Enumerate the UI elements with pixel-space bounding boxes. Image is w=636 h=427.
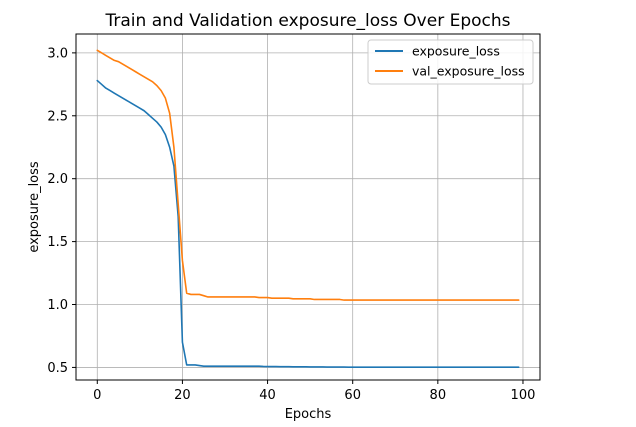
y-axis-label: exposure_loss (27, 161, 42, 253)
x-tick-label: 100 (511, 388, 536, 403)
legend-label-exposure-loss: exposure_loss (412, 44, 500, 59)
x-tick-label: 20 (174, 388, 191, 403)
legend: exposure_loss val_exposure_loss (367, 39, 534, 85)
series-line-val-exposure-loss (96, 49, 520, 301)
legend-label-val-exposure-loss: val_exposure_loss (412, 64, 525, 79)
x-tick-label: 60 (344, 388, 361, 403)
axis-ticks: 0 20 40 60 80 100 0.5 1.0 1.5 2.0 2.5 3.0 (47, 46, 535, 403)
x-tick-label: 80 (430, 388, 447, 403)
y-tick-label: 2.0 (47, 172, 68, 187)
legend-box (367, 39, 534, 85)
y-tick-label: 3.0 (47, 46, 68, 61)
series-lines (96, 49, 520, 368)
y-tick-label: 0.5 (47, 361, 68, 376)
series-line-exposure-loss (96, 79, 520, 368)
grid (76, 34, 540, 380)
y-tick-label: 1.5 (47, 235, 68, 250)
chart-title: Train and Validation exposure_loss Over … (105, 11, 511, 31)
y-tick-label: 1.0 (47, 298, 68, 313)
plot-frame (75, 33, 541, 381)
y-tick-label: 2.5 (47, 109, 68, 124)
x-tick-label: 0 (93, 388, 101, 403)
x-axis-label: Epochs (285, 407, 332, 422)
x-tick-label: 40 (259, 388, 276, 403)
